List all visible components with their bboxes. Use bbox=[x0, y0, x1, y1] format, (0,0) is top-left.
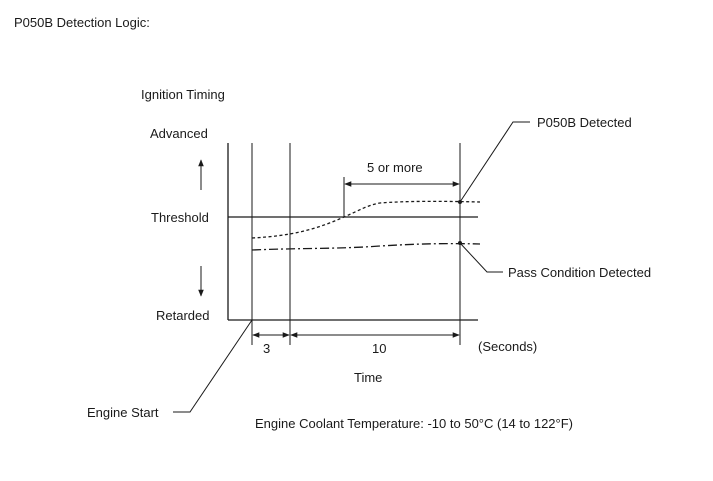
level-threshold-label: Threshold bbox=[151, 210, 209, 225]
pass-callout-label: Pass Condition Detected bbox=[508, 265, 651, 280]
five-or-more-label: 5 or more bbox=[367, 160, 423, 175]
seconds-unit-label: (Seconds) bbox=[478, 339, 537, 354]
diagram-title: P050B Detection Logic: bbox=[14, 15, 150, 30]
detected-callout-line bbox=[459, 121, 530, 203]
engine-start-callout-label: Engine Start bbox=[87, 405, 159, 420]
level-advanced-label: Advanced bbox=[150, 126, 208, 141]
pass-condition-curve bbox=[251, 242, 481, 251]
level-retarded-label: Retarded bbox=[156, 308, 209, 323]
detected-curve bbox=[251, 200, 481, 239]
three-second-label: 3 bbox=[263, 341, 270, 356]
coolant-condition-note: Engine Coolant Temperature: -10 to 50°C … bbox=[255, 416, 573, 431]
y-axis-title: Ignition Timing bbox=[141, 87, 225, 102]
detected-callout-label: P050B Detected bbox=[537, 115, 632, 130]
ten-second-label: 10 bbox=[372, 341, 386, 356]
x-axis-title: Time bbox=[354, 370, 382, 385]
engine-start-callout-line bbox=[173, 319, 253, 413]
pass-callout-line bbox=[459, 242, 503, 273]
